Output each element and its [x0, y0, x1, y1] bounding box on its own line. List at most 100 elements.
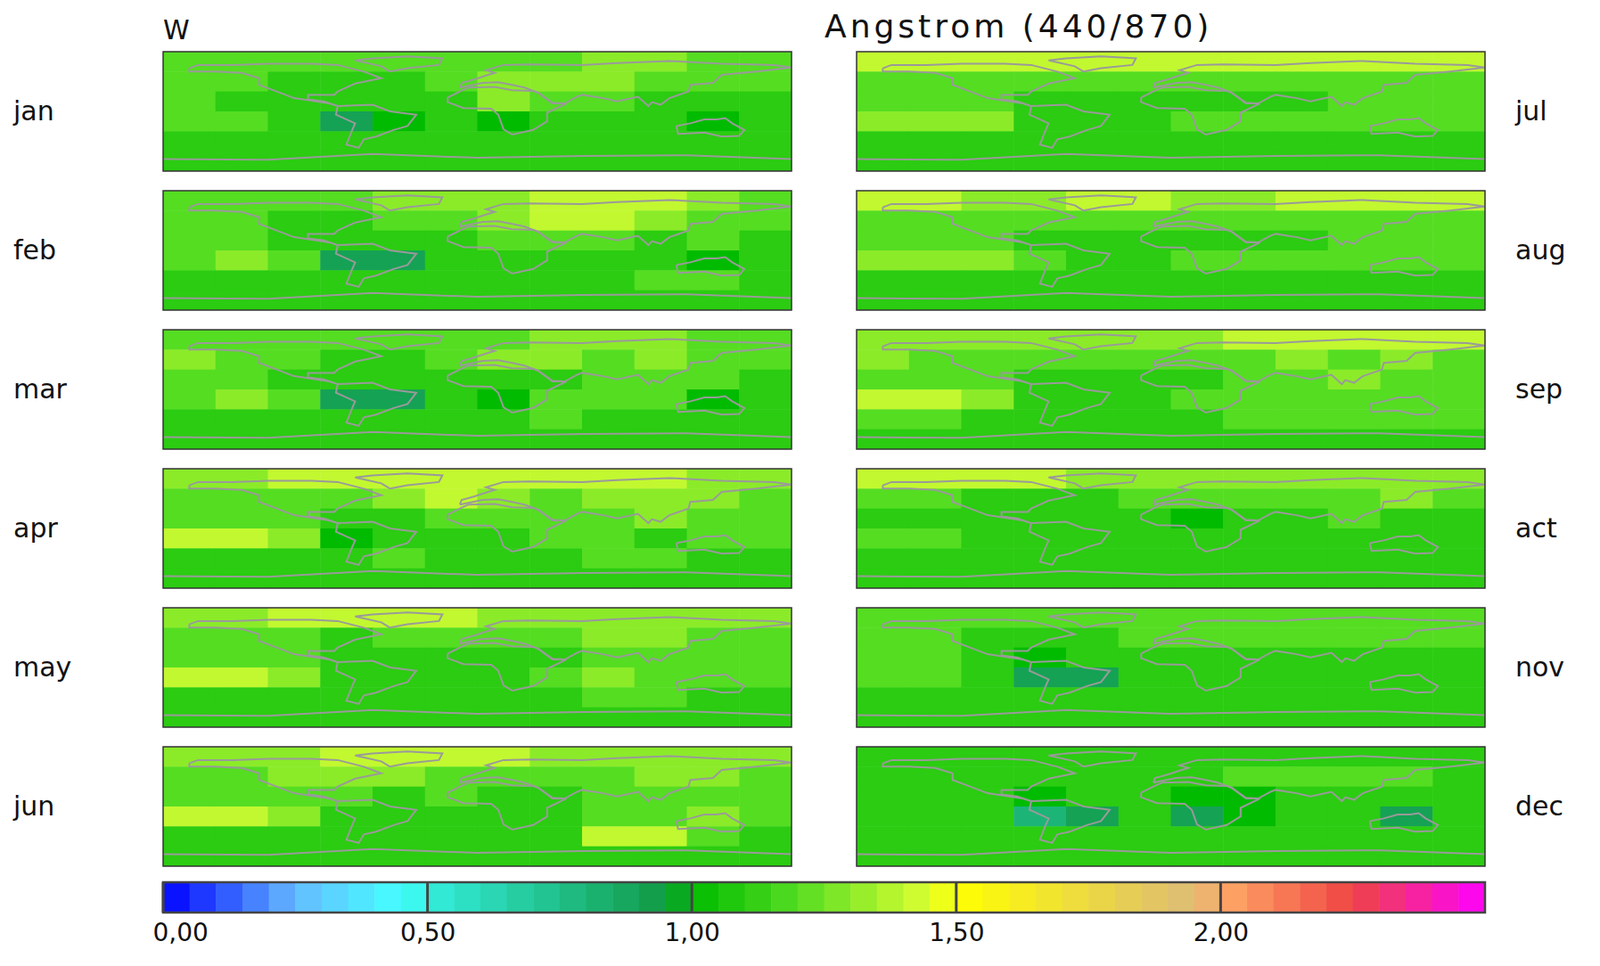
cell	[268, 190, 321, 212]
cell	[1380, 508, 1434, 530]
coastline	[163, 293, 792, 300]
title: Angstrom (440/870)	[824, 8, 1213, 45]
cell	[738, 687, 792, 708]
cell	[163, 270, 216, 291]
coastline	[1140, 642, 1260, 691]
cell	[738, 568, 792, 589]
cell	[320, 409, 373, 430]
cell	[1222, 826, 1276, 847]
cell	[1222, 687, 1276, 708]
cell	[215, 687, 269, 708]
coastline	[1153, 477, 1486, 524]
cell	[320, 826, 373, 847]
coastline	[1153, 755, 1486, 802]
coastline	[1370, 534, 1438, 554]
cell	[1118, 607, 1172, 629]
cell	[372, 230, 426, 252]
panel-title: dec	[1515, 790, 1564, 822]
panel	[163, 51, 793, 173]
cell	[1118, 488, 1172, 509]
cell	[582, 648, 635, 669]
colorbar-tick-label: 0,50	[400, 918, 456, 948]
cell	[1432, 369, 1486, 391]
coastline	[1370, 256, 1438, 276]
cell	[1222, 210, 1276, 231]
panel	[856, 468, 1486, 590]
cell	[268, 488, 321, 509]
panel	[856, 607, 1486, 729]
coastline	[447, 642, 567, 691]
cell	[372, 71, 426, 92]
cell	[268, 409, 321, 430]
coastline	[1048, 195, 1136, 211]
cell	[856, 111, 910, 132]
cell	[634, 151, 688, 172]
coastline	[354, 56, 443, 72]
coastline	[336, 800, 417, 844]
colorbar-swatch	[1273, 882, 1301, 913]
coastline	[1140, 86, 1260, 135]
cell	[1432, 548, 1486, 569]
cell	[1380, 648, 1434, 669]
cell	[425, 210, 478, 231]
coastline	[1029, 522, 1110, 566]
cell	[1222, 270, 1276, 291]
coastline	[447, 781, 567, 830]
cell	[1013, 806, 1067, 828]
cell	[215, 51, 269, 73]
cell	[529, 806, 583, 828]
cell	[582, 568, 635, 589]
cell	[961, 707, 1015, 728]
cell	[425, 846, 478, 867]
panel-frame	[163, 746, 792, 867]
cell	[1275, 131, 1329, 152]
cell	[1432, 91, 1486, 113]
cell	[1432, 111, 1486, 132]
cell	[582, 766, 635, 788]
coastline	[1029, 244, 1110, 288]
coastline	[163, 710, 792, 717]
cell	[738, 210, 792, 231]
cell	[1118, 51, 1172, 73]
cell	[215, 329, 269, 351]
cell	[1328, 846, 1381, 867]
panel-frame	[163, 190, 792, 311]
cell	[1275, 230, 1329, 252]
cell	[320, 687, 373, 708]
plot-area	[856, 190, 1486, 311]
cell	[1066, 648, 1119, 669]
cell	[1222, 389, 1276, 411]
cell	[163, 369, 216, 391]
cell	[634, 766, 688, 788]
cell	[1171, 329, 1224, 351]
cell	[1275, 528, 1329, 550]
cell	[909, 131, 962, 152]
cell	[1328, 488, 1381, 509]
cell	[856, 707, 910, 728]
cell	[909, 746, 962, 768]
cell	[1432, 389, 1486, 411]
panel	[163, 607, 793, 729]
cell	[215, 111, 269, 132]
cell	[582, 846, 635, 867]
cell	[1171, 607, 1224, 629]
cell	[163, 846, 216, 867]
cell	[215, 210, 269, 231]
cell	[1222, 190, 1276, 212]
cell	[961, 826, 1015, 847]
cell	[687, 151, 740, 172]
panel	[163, 468, 793, 590]
colorbar-swatch	[718, 882, 746, 913]
cell	[163, 548, 216, 569]
cell	[320, 131, 373, 152]
cell	[1275, 488, 1329, 509]
colorbar-swatch	[1061, 882, 1089, 913]
plot-area	[856, 607, 1486, 728]
cell	[372, 648, 426, 669]
cell	[268, 51, 321, 73]
cell	[477, 290, 531, 311]
cell	[1222, 429, 1276, 450]
cell	[1432, 766, 1486, 788]
cell	[268, 468, 321, 490]
colorbar-swatch	[1035, 882, 1063, 913]
